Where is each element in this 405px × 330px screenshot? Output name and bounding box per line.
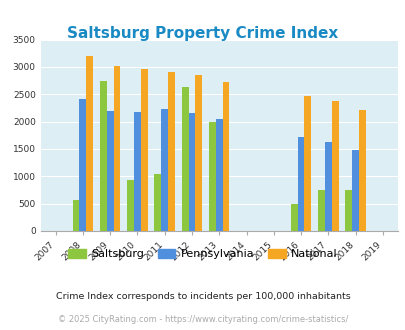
- Bar: [72, 200, 79, 231]
- Bar: [215, 119, 222, 231]
- Bar: [188, 114, 195, 231]
- Bar: [222, 82, 229, 231]
- Bar: [107, 111, 113, 231]
- Bar: [168, 72, 175, 231]
- Bar: [358, 110, 365, 231]
- Bar: [351, 149, 358, 231]
- Text: Saltsburg Property Crime Index: Saltsburg Property Crime Index: [67, 26, 338, 41]
- Bar: [195, 75, 202, 231]
- Bar: [297, 137, 304, 231]
- Bar: [86, 56, 93, 231]
- Text: Crime Index corresponds to incidents per 100,000 inhabitants: Crime Index corresponds to incidents per…: [55, 292, 350, 301]
- Bar: [127, 181, 134, 231]
- Bar: [324, 142, 331, 231]
- Bar: [209, 122, 215, 231]
- Bar: [161, 109, 168, 231]
- Bar: [100, 81, 107, 231]
- Bar: [181, 87, 188, 231]
- Bar: [304, 96, 311, 231]
- Bar: [79, 99, 86, 231]
- Bar: [290, 204, 297, 231]
- Legend: Saltsburg, Pennsylvania, National: Saltsburg, Pennsylvania, National: [64, 244, 341, 263]
- Text: © 2025 CityRating.com - https://www.cityrating.com/crime-statistics/: © 2025 CityRating.com - https://www.city…: [58, 315, 347, 324]
- Bar: [331, 101, 338, 231]
- Bar: [134, 112, 141, 231]
- Bar: [345, 190, 351, 231]
- Bar: [318, 190, 324, 231]
- Bar: [113, 66, 120, 231]
- Bar: [141, 69, 147, 231]
- Bar: [154, 174, 161, 231]
